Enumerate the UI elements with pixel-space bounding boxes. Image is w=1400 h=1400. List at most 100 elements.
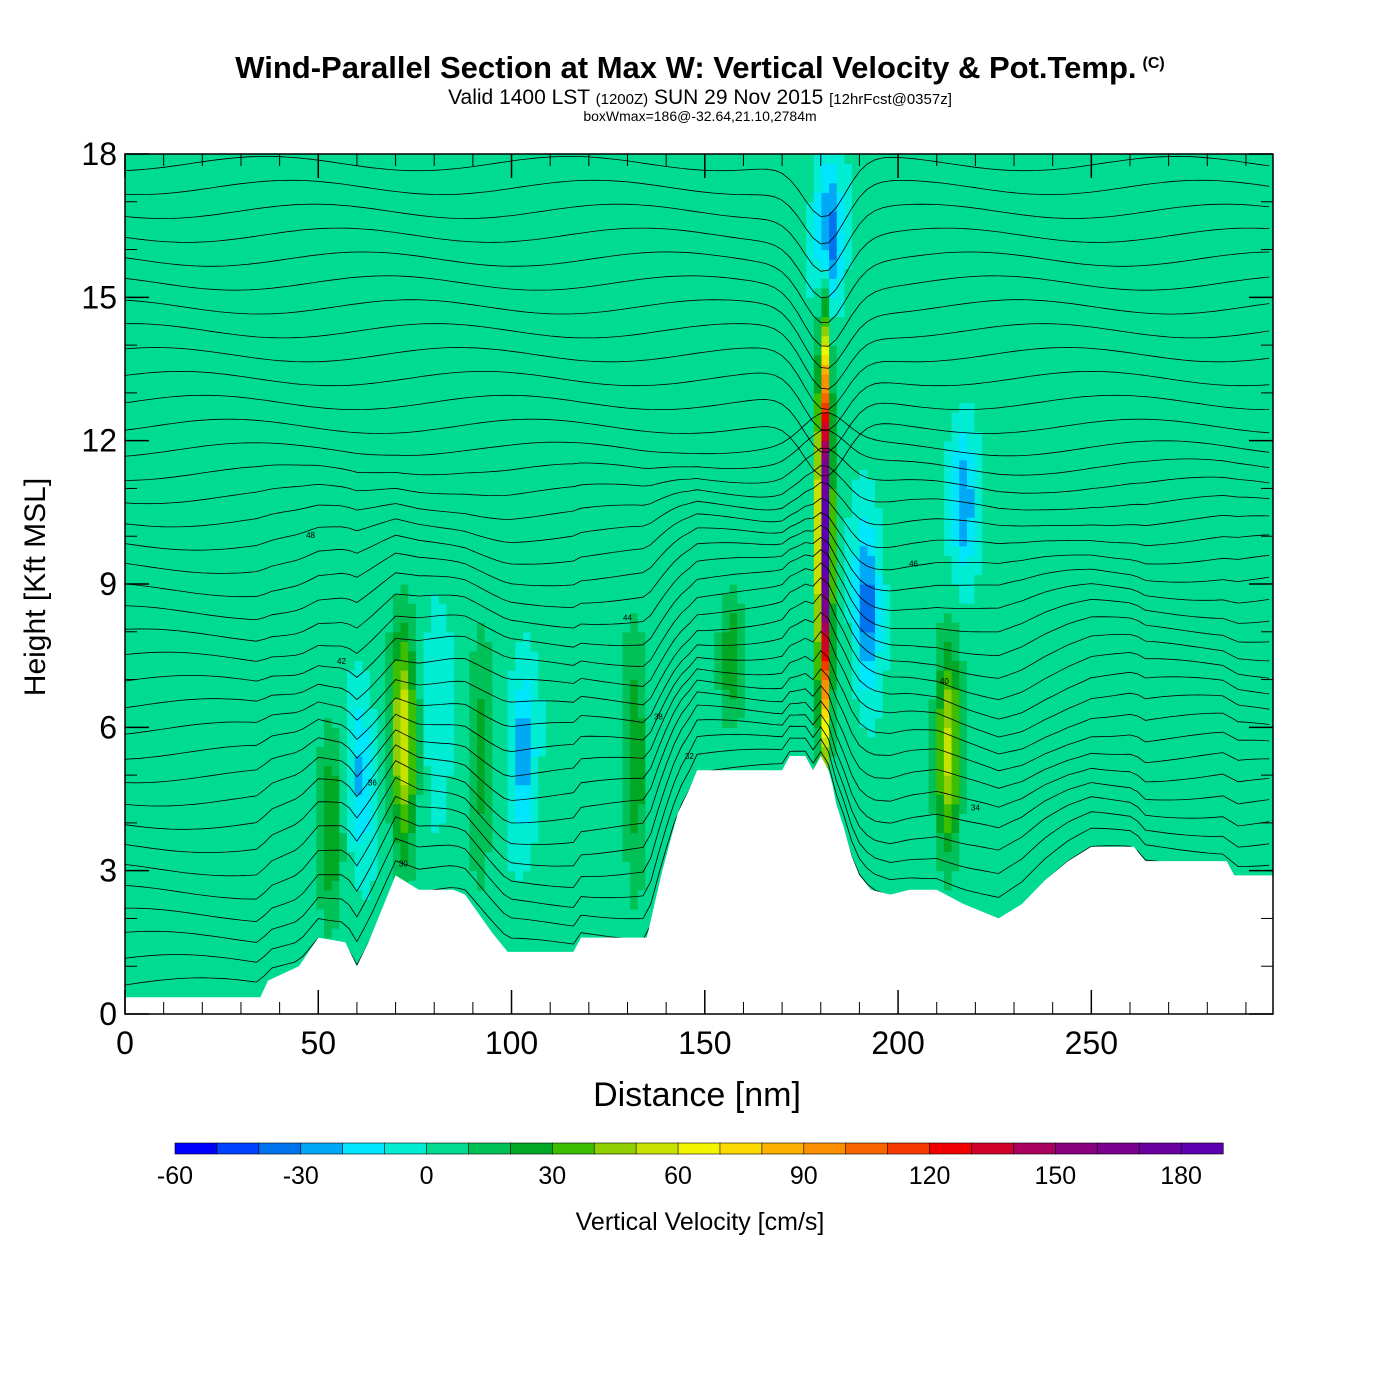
field-cell [1211,784,1221,795]
field-cell [392,746,402,757]
field-cell [216,698,226,709]
field-cell [882,775,891,786]
field-cell [301,736,310,748]
field-cell [882,803,891,814]
field-cell [125,947,134,958]
field-cell [1173,842,1182,853]
field-cell [836,698,846,709]
field-cell [699,736,708,748]
field-cell [461,736,470,748]
field-cell [890,832,899,843]
field-cell [392,717,402,728]
field-cell [1234,727,1243,738]
max-w-info: boxWmax=186@-32.64,21.10,2784m [583,108,817,124]
field-cell [699,746,708,757]
field-cell [760,708,769,719]
field-cell [1051,794,1060,805]
field-cell [974,784,983,795]
field-cell [1250,832,1259,843]
field-cell [209,889,218,900]
field-cell [1135,708,1144,719]
field-cell [553,727,562,738]
field-cell [1196,756,1205,767]
field-cell [568,756,578,767]
field-cell [729,727,738,738]
field-cell [982,842,991,853]
field-cell [699,756,708,767]
field-cell [484,918,493,929]
field-cell [446,832,455,843]
field-cell [576,908,585,920]
field-cell [400,689,409,700]
field-cell [951,698,960,709]
field-cell [239,756,249,767]
field-cell [951,756,960,767]
field-cell [1012,756,1022,767]
field-cell [1028,822,1037,834]
field-cell [1265,717,1273,728]
field-cell [178,756,187,767]
field-cell [622,775,631,786]
field-cell [599,889,608,900]
field-cell [255,813,264,824]
field-cell [170,765,180,776]
field-cell [239,928,249,939]
field-cell [920,746,930,757]
field-cell [1165,851,1175,862]
field-cell [262,975,272,986]
field-cell [867,880,876,891]
field-cell [806,756,815,767]
field-cell [890,803,899,814]
field-cell [140,803,149,814]
field-cell [752,727,761,738]
field-cell [132,889,141,900]
field-cell [492,736,501,748]
field-cell [706,746,715,757]
field-cell [369,689,379,700]
field-cell [209,947,218,958]
field-cell [1058,794,1067,805]
field-cell [140,985,149,996]
field-cell [637,698,647,709]
field-cell [890,851,899,862]
field-cell [1142,708,1152,719]
field-cell [323,794,333,805]
field-cell [461,822,470,834]
field-cell [530,717,539,728]
field-cell [454,746,463,757]
field-cell [599,908,608,920]
field-cell [974,861,983,872]
field-cell [400,765,409,776]
field-cell [630,880,639,891]
field-cell [568,727,578,738]
field-cell [813,708,823,719]
field-cell [683,717,692,728]
field-cell [760,736,769,748]
field-cell [262,851,272,862]
field-cell [798,698,807,709]
field-cell [614,832,624,843]
field-cell [1127,708,1136,719]
field-cell [599,880,608,891]
field-cell [1158,736,1167,748]
field-cell [867,870,876,881]
field-cell [1227,822,1236,834]
field-cell [193,794,203,805]
field-cell [599,918,608,929]
field-cell [193,698,203,709]
field-cell [339,832,348,843]
field-cell [155,727,164,738]
field-cell [974,727,983,738]
field-cell [492,918,501,929]
field-cell [913,784,922,795]
field-cell [1127,746,1136,757]
field-cell [1020,736,1029,748]
field-cell [637,727,647,738]
field-cell [1188,708,1198,719]
field-cell [522,880,532,891]
field-cell [339,746,348,757]
field-cell [239,937,249,948]
field-cell [515,928,524,939]
field-cell [285,832,294,843]
field-cell [744,756,754,767]
